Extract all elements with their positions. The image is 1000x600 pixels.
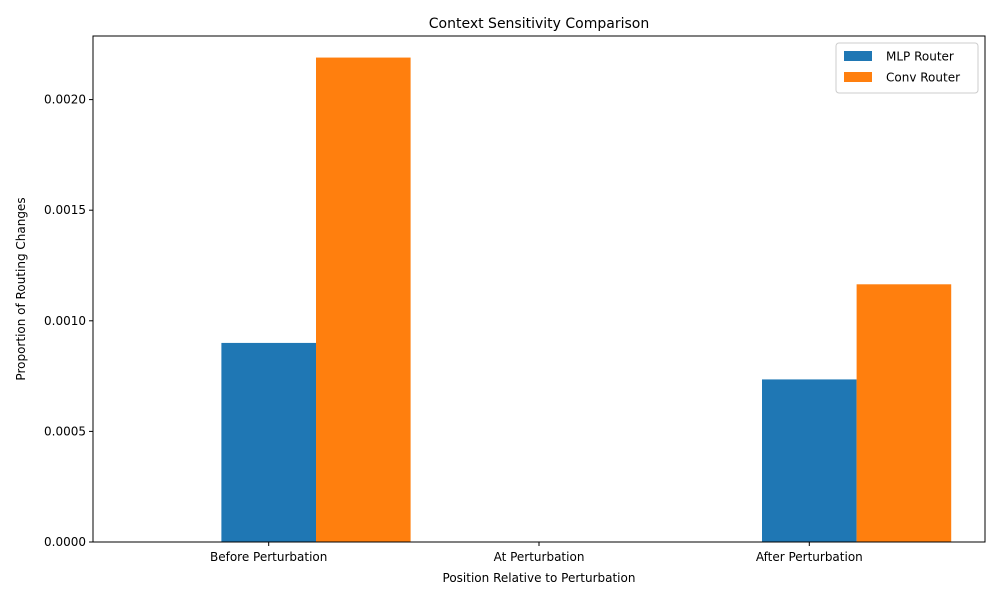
y-axis-label: Proportion of Routing Changes (14, 197, 28, 380)
y-tick-label: 0.0005 (44, 424, 86, 438)
legend-swatch (844, 72, 872, 82)
legend-label: Conv Router (886, 71, 960, 85)
y-tick-label: 0.0020 (44, 93, 86, 107)
x-axis-label: Position Relative to Perturbation (443, 571, 636, 585)
x-tick-label: At Perturbation (494, 550, 585, 564)
chart-title: Context Sensitivity Comparison (429, 16, 649, 32)
bar-conv-router-2 (856, 284, 952, 542)
bar-mlp-router-0 (221, 342, 316, 542)
legend-swatch (844, 51, 872, 61)
legend-label: MLP Router (886, 50, 954, 64)
y-tick-label: 0.0010 (44, 314, 86, 328)
bar-conv-router-0 (316, 57, 411, 543)
axes-group: 0.0000 0.0005 0.0010 0.0015 0.0020 Before Per… (44, 35, 986, 564)
x-tick-label: After Perturbation (756, 550, 863, 564)
y-tick-label: 0.0015 (44, 203, 86, 217)
y-tick-label: 0.0000 (44, 535, 86, 549)
bar-mlp-router-2 (762, 379, 857, 542)
bars-group (221, 57, 952, 543)
legend: MLP Router Conv Router (835, 42, 979, 94)
x-tick-label: Before Perturbation (210, 550, 327, 564)
